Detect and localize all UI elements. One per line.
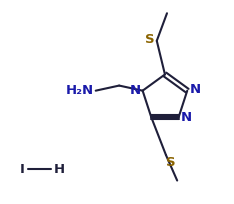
Text: H₂N: H₂N bbox=[66, 84, 94, 97]
Text: N: N bbox=[181, 111, 192, 124]
Text: N: N bbox=[130, 84, 141, 97]
Text: N: N bbox=[190, 83, 201, 95]
Text: I: I bbox=[20, 163, 25, 176]
Text: S: S bbox=[166, 156, 176, 169]
Text: S: S bbox=[145, 33, 155, 46]
Text: H: H bbox=[54, 163, 65, 176]
